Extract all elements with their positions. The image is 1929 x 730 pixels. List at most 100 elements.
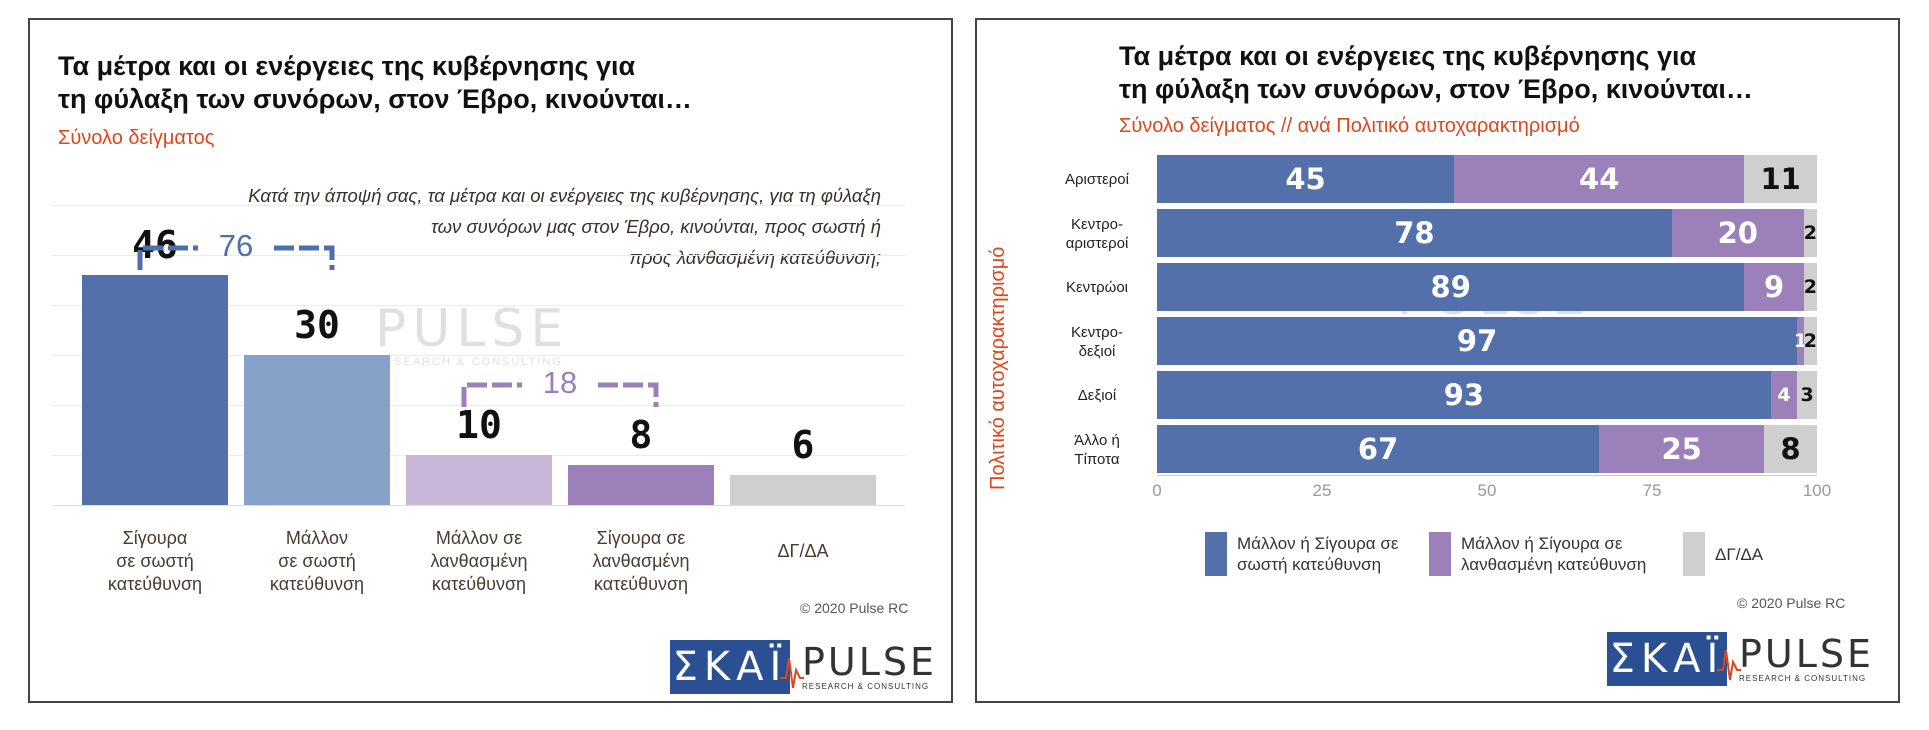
row-category-label: Δεξιοί — [1037, 386, 1157, 405]
legend-swatch — [1683, 532, 1705, 576]
grid-line — [52, 405, 905, 406]
left-chart-panel: Τα μέτρα και οι ενέργειες της κυβέρνησης… — [28, 18, 953, 703]
stacked-segment: 97 — [1157, 317, 1798, 365]
legend-line: λανθασμένη κατεύθυνση — [1461, 555, 1647, 574]
bracket-total: 76 — [218, 228, 254, 263]
bar — [244, 355, 390, 505]
category-line: λανθασμένη — [592, 551, 690, 571]
legend-line: Μάλλον ή Σίγουρα σε — [1237, 534, 1399, 553]
group-bracket — [461, 382, 659, 407]
stacked-segment: 11 — [1744, 155, 1817, 203]
bar-value: 10 — [456, 403, 502, 447]
pulse-logo-right: PULSE RESEARCH & CONSULTING — [1717, 634, 1874, 683]
category-line: σε σωστή — [116, 551, 194, 571]
segment-value: 20 — [1717, 216, 1758, 250]
bracket-total: 18 — [542, 365, 578, 400]
bar-category-label: ΔΓ/ΔΑ — [720, 540, 886, 563]
category-line: Σίγουρα σε — [596, 528, 686, 548]
category-line: Σίγουρα — [122, 528, 188, 548]
right-copyright: © 2020 Pulse RC — [1737, 595, 1846, 611]
stacked-segment: 20 — [1671, 209, 1804, 257]
x-tick-label: 0 — [1152, 481, 1162, 500]
bar-category-label: Σίγουρα σε σωστή κατεύθυνση — [72, 527, 238, 596]
bar — [406, 455, 552, 505]
bar — [730, 475, 876, 505]
segment-value: 2 — [1803, 222, 1818, 244]
group-bracket — [137, 245, 335, 270]
grid-line — [52, 355, 905, 356]
category-line: αριστεροί — [1065, 235, 1129, 252]
row-category-label: Κεντρο-αριστεροί — [1037, 215, 1157, 253]
legend-item: Μάλλον ή Σίγουρα σε λανθασμένη κατεύθυνση — [1429, 532, 1646, 576]
row-category-label: Αριστεροί — [1037, 170, 1157, 189]
stacked-segment: 1 — [1794, 317, 1807, 365]
segment-value: 11 — [1760, 162, 1801, 196]
category-line: Τίποτα — [1074, 451, 1120, 468]
bar-value: 6 — [791, 423, 815, 467]
left-copyright: © 2020 Pulse RC — [800, 600, 909, 616]
stacked-segment: 8 — [1764, 425, 1817, 473]
segment-value: 45 — [1285, 162, 1326, 196]
category-line: Μάλλον σε — [435, 528, 523, 548]
skai-logo-right: ΣΚΑΪ — [1607, 632, 1727, 686]
x-axis-line — [1157, 475, 1817, 476]
segment-value: 44 — [1579, 162, 1620, 196]
category-line: κατεύθυνση — [593, 574, 689, 594]
x-tick-label: 75 — [1642, 481, 1662, 500]
stacked-segment: 9 — [1744, 263, 1804, 311]
bar-category-label: Μάλλον σε σωστή κατεύθυνση — [234, 527, 400, 596]
legend-item: ΔΓ/ΔΑ — [1683, 532, 1763, 576]
pulse-wave-icon — [1717, 649, 1741, 681]
grid-line — [52, 205, 905, 206]
grid-line — [52, 305, 905, 306]
stacked-segment: 2 — [1804, 263, 1817, 311]
skai-logo: ΣΚΑΪ — [670, 640, 790, 694]
category-line: κατεύθυνση — [431, 574, 527, 594]
category-line: λανθασμένη — [430, 551, 528, 571]
segment-value: 67 — [1357, 432, 1399, 466]
segment-value: 2 — [1803, 276, 1818, 298]
bar-category-label: Σίγουρα σε λανθασμένη κατεύθυνση — [558, 527, 724, 596]
x-tick-label: 25 — [1312, 481, 1332, 500]
legend-swatch — [1205, 532, 1227, 576]
category-line: Κεντρώοι — [1065, 279, 1129, 296]
row-category-label: Άλλο ή Τίποτα — [1037, 431, 1157, 469]
bar — [568, 465, 714, 505]
bar-value: 30 — [294, 303, 340, 347]
category-line: Κεντρο- — [1071, 324, 1123, 341]
bar-category-label: Μάλλον σε λανθασμένη κατεύθυνση — [396, 527, 562, 596]
stacked-segment: 25 — [1599, 425, 1765, 473]
legend-line: Μάλλον ή Σίγουρα σε — [1461, 534, 1623, 553]
segment-value: 25 — [1661, 432, 1702, 466]
legend-label: Μάλλον ή Σίγουρα σε σωστή κατεύθυνση — [1237, 533, 1398, 575]
segment-value: 8 — [1780, 432, 1801, 466]
category-line: Κεντρο- — [1071, 216, 1123, 233]
stacked-segment: 44 — [1454, 155, 1745, 203]
segment-value: 78 — [1394, 216, 1435, 250]
category-line: κατεύθυνση — [107, 574, 203, 594]
stacked-segment: 67 — [1157, 425, 1600, 473]
left-subtitle: Σύνολο δείγματος — [58, 127, 215, 149]
stacked-segment: 2 — [1804, 317, 1817, 365]
right-title: Τα μέτρα και οι ενέργειες της κυβέρνησης… — [1119, 41, 1753, 104]
category-line: Μάλλον — [285, 528, 349, 548]
segment-value: 3 — [1800, 384, 1814, 406]
legend-label: ΔΓ/ΔΑ — [1715, 544, 1763, 565]
segment-value: 97 — [1456, 324, 1498, 358]
baseline — [52, 505, 905, 506]
right-chart-panel: Τα μέτρα και οι ενέργειες της κυβέρνησης… — [975, 18, 1900, 703]
category-line: ΔΓ/ΔΑ — [777, 541, 829, 561]
left-title: Τα μέτρα και οι ενέργειες της κυβέρνησης… — [58, 51, 692, 114]
segment-value: 9 — [1763, 270, 1785, 304]
category-line: Αριστεροί — [1065, 171, 1129, 188]
bar — [82, 275, 228, 505]
x-tick-label: 50 — [1477, 481, 1497, 500]
pulse-wave-icon — [780, 657, 804, 689]
row-category-label: Κεντρώοι — [1037, 278, 1157, 297]
pulse-logo: PULSE RESEARCH & CONSULTING — [780, 642, 937, 691]
right-subtitle: Σύνολο δείγματος // ανά Πολιτικό αυτοχαρ… — [1119, 115, 1580, 137]
pulse-watermark: PULSE RESEARCH & CONSULTING — [375, 299, 570, 368]
category-line: Άλλο ή — [1074, 432, 1120, 449]
category-line: δεξιοί — [1078, 343, 1116, 360]
grid-line — [52, 255, 905, 256]
